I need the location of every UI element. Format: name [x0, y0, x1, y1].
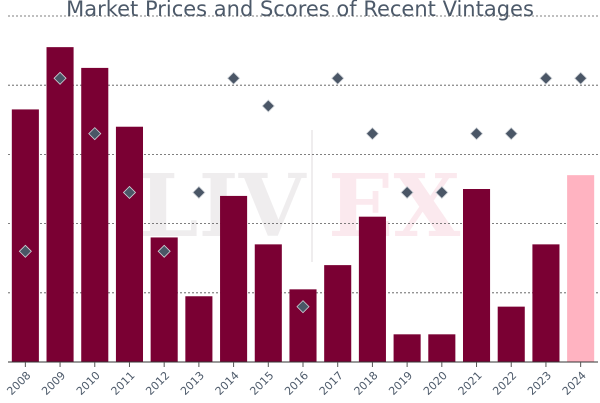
x-tick-label-2019: 2019 [386, 369, 415, 398]
x-tick-label-2011: 2011 [109, 369, 138, 398]
x-tick-label-2009: 2009 [39, 369, 68, 398]
bar-2019 [393, 334, 421, 362]
x-tick-label-2013: 2013 [178, 369, 207, 398]
score-marker-2014 [227, 71, 241, 85]
x-tick-label-2010: 2010 [74, 369, 103, 398]
score-marker-2010 [88, 127, 102, 141]
score-marker-2013 [192, 185, 206, 200]
livex-watermark: LIVEX [138, 130, 461, 262]
x-tick-label-2012: 2012 [143, 369, 172, 398]
bar-2015 [254, 244, 282, 362]
bar-2020 [428, 334, 456, 362]
score-marker-2011 [122, 185, 137, 200]
bar-2009 [46, 47, 74, 362]
x-tick-label-2022: 2022 [490, 369, 519, 398]
x-tick-label-2018: 2018 [352, 369, 381, 398]
score-marker-2015 [261, 99, 275, 113]
x-tick-label-2008: 2008 [4, 369, 33, 398]
bar-2008 [11, 109, 39, 362]
x-tick-label-2015: 2015 [247, 369, 276, 398]
x-tick-label-2023: 2023 [525, 369, 554, 398]
score-marker-2022 [504, 127, 518, 141]
watermark-text-ex: EX [328, 156, 461, 257]
score-marker-2017 [331, 71, 345, 85]
x-tick-label-2016: 2016 [282, 369, 311, 398]
score-marker-2023 [539, 71, 553, 85]
x-tick-label-2017: 2017 [317, 369, 346, 398]
bar-2024 [567, 175, 595, 362]
bar-2014 [220, 195, 248, 362]
bar-2010 [81, 67, 109, 363]
score-marker-2021 [469, 127, 484, 141]
score-marker-2020 [435, 185, 449, 200]
bar-2023 [532, 244, 560, 362]
x-tick-label-2014: 2014 [213, 369, 242, 398]
bar-2018 [358, 216, 386, 362]
score-marker-2009 [53, 71, 67, 85]
score-marker-2018 [365, 127, 379, 141]
x-tick-label-2020: 2020 [421, 369, 450, 398]
score-marker-2012 [157, 244, 171, 258]
score-marker-2024 [574, 71, 588, 85]
x-tick-label-2021: 2021 [456, 369, 485, 398]
x-tick-label-2024: 2024 [560, 369, 589, 398]
bar-2012 [150, 237, 178, 362]
score-marker-2016 [296, 300, 310, 314]
bar-2011 [115, 126, 144, 362]
bar-2017 [324, 265, 352, 362]
score-marker-2019 [400, 185, 414, 200]
bar-2021 [462, 189, 491, 362]
bar-2013 [185, 296, 213, 362]
bar-2022 [497, 306, 525, 362]
score-marker-2008 [18, 244, 32, 258]
